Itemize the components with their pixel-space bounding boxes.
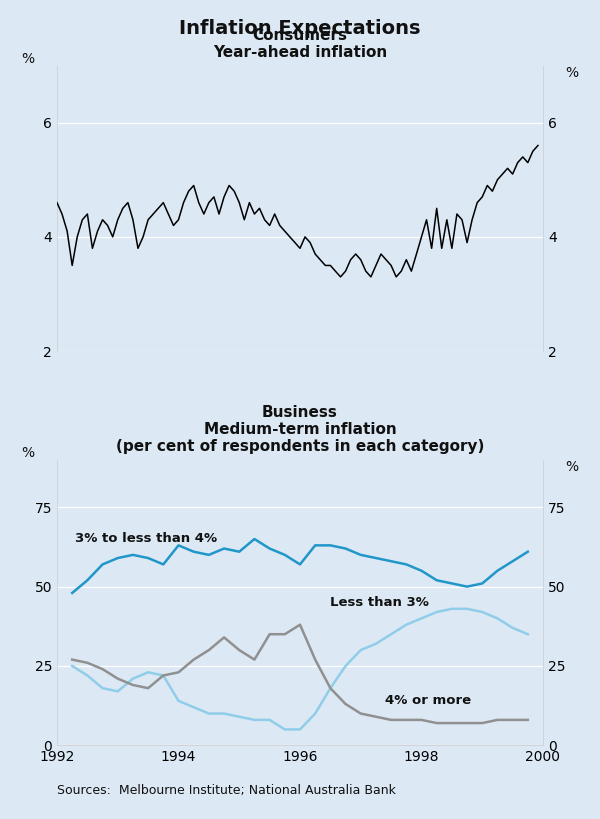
Text: Inflation Expectations: Inflation Expectations [179,19,421,38]
Title: Consumers
Year-ahead inflation: Consumers Year-ahead inflation [213,28,387,60]
Y-axis label: %: % [21,446,34,459]
Text: 3% to less than 4%: 3% to less than 4% [75,532,217,545]
Y-axis label: %: % [21,52,34,66]
Text: 4% or more: 4% or more [385,694,471,707]
Y-axis label: %: % [566,459,579,473]
Text: Sources:  Melbourne Institute; National Australia Bank: Sources: Melbourne Institute; National A… [57,785,396,798]
Text: Less than 3%: Less than 3% [331,595,429,609]
Y-axis label: %: % [566,66,579,79]
Title: Business
Medium-term inflation
(per cent of respondents in each category): Business Medium-term inflation (per cent… [116,405,484,455]
